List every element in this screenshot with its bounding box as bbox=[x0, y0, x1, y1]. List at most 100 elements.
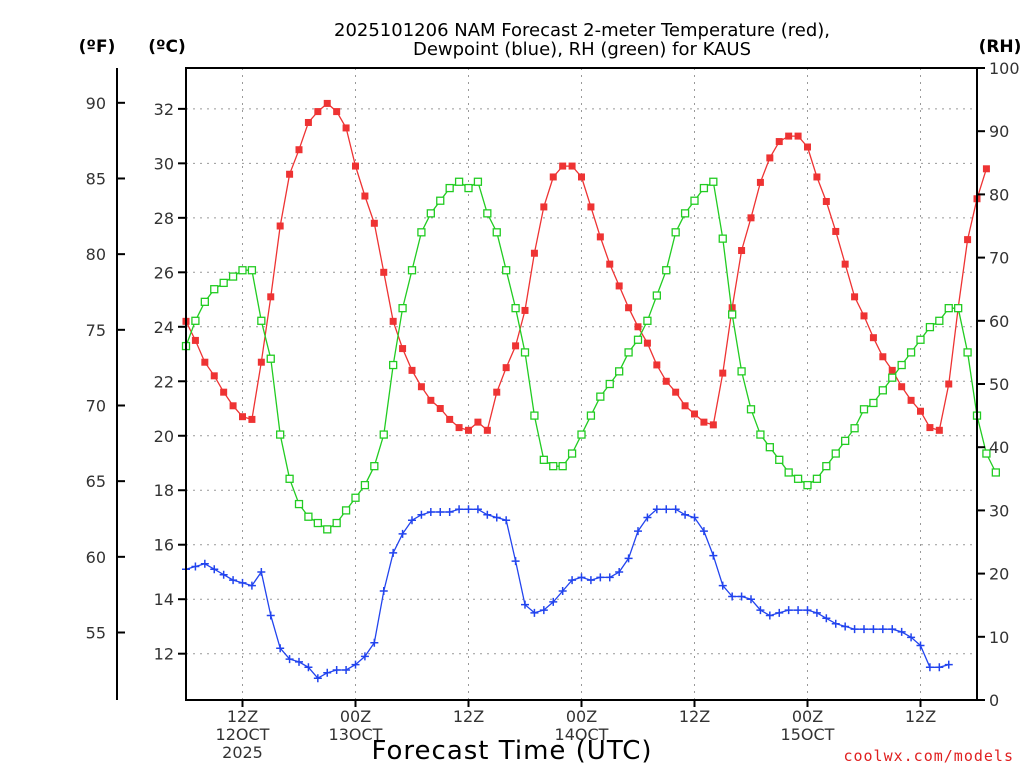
fahrenheit-unit-label: (ºF) bbox=[79, 37, 116, 57]
data-point-dewpoint bbox=[398, 529, 407, 538]
data-point-temperature bbox=[530, 249, 538, 257]
data-point-rh bbox=[511, 304, 520, 313]
data-point-dewpoint bbox=[558, 587, 567, 596]
celsius-tick-label: 30 bbox=[154, 154, 174, 173]
data-point-temperature bbox=[926, 424, 934, 432]
data-point-rh bbox=[219, 278, 228, 288]
rh-tick-label: 50 bbox=[989, 375, 1009, 394]
data-point-dewpoint bbox=[511, 557, 520, 566]
data-point-dewpoint bbox=[671, 505, 680, 514]
data-point-temperature bbox=[935, 426, 943, 434]
gridlines bbox=[186, 68, 977, 700]
data-point-dewpoint bbox=[370, 638, 379, 647]
credit-label: coolwx.com/models bbox=[843, 747, 1014, 765]
data-point-rh bbox=[859, 405, 869, 414]
data-point-temperature bbox=[964, 236, 972, 244]
fahrenheit-tick-label: 80 bbox=[86, 245, 106, 264]
rh-tick-label: 60 bbox=[989, 312, 1009, 331]
data-point-dewpoint bbox=[492, 513, 501, 522]
data-point-temperature bbox=[257, 358, 265, 366]
data-point-temperature bbox=[756, 178, 764, 186]
data-point-dewpoint bbox=[210, 565, 219, 574]
celsius-unit-label: (ºC) bbox=[148, 37, 186, 57]
data-point-temperature bbox=[549, 173, 557, 181]
data-point-temperature bbox=[634, 323, 642, 331]
data-point-rh bbox=[285, 474, 294, 483]
time-tick-label: 00Z bbox=[566, 707, 597, 726]
data-point-rh bbox=[699, 183, 709, 193]
time-tick-label: 12Z bbox=[679, 707, 710, 726]
data-point-rh bbox=[897, 360, 906, 370]
data-point-temperature bbox=[436, 405, 444, 413]
data-point-rh bbox=[436, 196, 445, 205]
data-point-dewpoint bbox=[200, 559, 209, 568]
celsius-tick-label: 18 bbox=[154, 481, 174, 500]
chart-title-line-1: 2025101206 NAM Forecast 2-meter Temperat… bbox=[334, 20, 830, 41]
data-point-rh bbox=[793, 474, 803, 483]
data-point-dewpoint bbox=[690, 513, 699, 522]
data-point-temperature bbox=[596, 233, 604, 241]
data-point-dewpoint bbox=[351, 660, 360, 669]
data-point-temperature bbox=[323, 99, 331, 107]
data-point-dewpoint bbox=[794, 606, 803, 615]
data-series bbox=[181, 99, 1000, 683]
rh-tick-label: 40 bbox=[989, 438, 1009, 457]
data-point-dewpoint bbox=[869, 625, 878, 634]
data-point-rh bbox=[935, 316, 944, 325]
celsius-tick-label: 28 bbox=[154, 209, 174, 228]
data-point-dewpoint bbox=[605, 573, 614, 582]
time-tick-label: 14OCT bbox=[555, 725, 609, 744]
data-point-dewpoint bbox=[389, 548, 398, 557]
data-point-rh bbox=[520, 348, 530, 357]
data-point-dewpoint bbox=[483, 510, 492, 519]
data-point-temperature bbox=[907, 396, 915, 404]
data-point-temperature bbox=[775, 138, 783, 146]
data-point-rh bbox=[718, 234, 727, 243]
data-point-dewpoint bbox=[728, 592, 737, 601]
data-point-dewpoint bbox=[624, 554, 633, 563]
data-point-rh bbox=[228, 272, 238, 281]
data-point-rh bbox=[690, 196, 699, 205]
data-point-rh bbox=[954, 304, 963, 313]
data-point-temperature bbox=[888, 366, 896, 374]
data-point-temperature bbox=[455, 424, 463, 432]
data-point-dewpoint bbox=[916, 641, 925, 650]
time-tick-label: 13OCT bbox=[329, 725, 383, 744]
data-point-rh bbox=[643, 316, 652, 325]
data-point-dewpoint bbox=[426, 508, 435, 517]
rh-tick-label: 10 bbox=[989, 628, 1009, 647]
data-point-dewpoint bbox=[699, 527, 708, 536]
data-point-temperature bbox=[804, 143, 811, 151]
data-point-dewpoint bbox=[812, 608, 821, 617]
data-point-rh bbox=[389, 360, 398, 370]
data-point-rh bbox=[624, 348, 633, 357]
data-point-temperature bbox=[813, 173, 821, 181]
celsius-tick-label: 16 bbox=[154, 536, 174, 555]
data-point-dewpoint bbox=[784, 606, 793, 615]
data-point-dewpoint bbox=[803, 606, 812, 615]
data-point-rh bbox=[869, 398, 878, 408]
data-point-rh bbox=[662, 266, 671, 275]
series-dewpoint bbox=[182, 505, 953, 683]
data-point-temperature bbox=[483, 426, 491, 434]
data-point-rh bbox=[775, 455, 784, 464]
data-point-dewpoint bbox=[360, 652, 369, 661]
data-point-temperature bbox=[210, 372, 218, 380]
data-point-temperature bbox=[361, 192, 369, 200]
data-point-dewpoint bbox=[313, 674, 322, 683]
celsius-tick-label: 20 bbox=[154, 427, 174, 446]
data-point-temperature bbox=[606, 260, 614, 268]
data-point-rh bbox=[615, 367, 624, 376]
data-point-temperature bbox=[540, 203, 548, 211]
data-point-dewpoint bbox=[295, 657, 303, 666]
data-point-temperature bbox=[229, 402, 237, 410]
data-point-dewpoint bbox=[577, 573, 586, 582]
data-point-temperature bbox=[474, 418, 482, 426]
data-point-rh bbox=[558, 462, 567, 471]
data-point-rh bbox=[906, 348, 916, 357]
data-point-temperature bbox=[785, 132, 793, 140]
data-point-rh bbox=[370, 462, 379, 471]
data-point-rh bbox=[982, 449, 991, 458]
data-point-temperature bbox=[832, 227, 840, 235]
